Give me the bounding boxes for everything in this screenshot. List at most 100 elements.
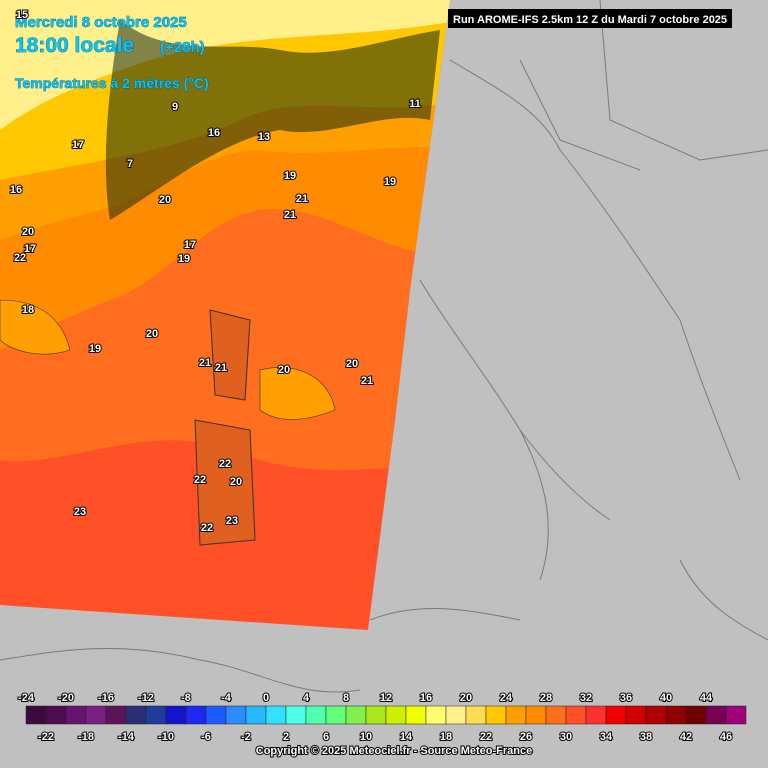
legend-swatch [625,705,647,725]
legend-swatch [45,705,67,725]
legend-tick-label: 20 [460,692,472,704]
legend-swatch [285,705,307,725]
legend-tick-label: -24 [18,692,35,704]
legend-tick-label: 32 [580,692,592,704]
lead: (+28h) [160,39,205,56]
legend-swatch [445,705,467,725]
contour-label: 22 [194,474,206,486]
legend-tick-label: -18 [78,731,94,743]
legend-tick-label: 12 [380,692,392,704]
contour-label: 20 [230,476,242,488]
legend-swatch [205,705,227,725]
legend-tick-label: 36 [620,692,632,704]
contour-label: 11 [409,98,421,110]
legend-swatch [325,705,347,725]
legend-tick-label: -22 [38,731,54,743]
legend-swatch [725,705,747,725]
legend-tick-label: 42 [680,731,692,743]
contour-label: 19 [89,343,101,355]
legend-swatch [465,705,487,725]
legend-swatch [65,705,87,725]
contour-label: 17 [24,243,36,255]
contour-label: 21 [284,209,296,221]
borders [0,0,768,693]
legend-swatch [125,705,147,725]
legend-swatch [705,705,727,725]
legend-swatch [525,705,547,725]
legend-tick-label: 28 [540,692,552,704]
legend-swatch [545,705,567,725]
contour-label: 20 [159,194,171,206]
contour-label: 19 [284,170,296,182]
contour-label: 16 [208,127,220,139]
contour-label: 17 [72,139,84,151]
contour-label: 7 [127,158,133,170]
contour-label: 20 [278,364,290,376]
contour-label: 21 [361,375,373,387]
contour-label: 9 [172,101,178,113]
legend-swatch [405,705,427,725]
legend-tick-label: 26 [520,731,532,743]
legend-swatch [425,705,447,725]
run-info: Run AROME-IFS 2.5km 12 Z du Mardi 7 octo… [453,14,727,26]
legend-tick-label: 38 [640,731,652,743]
legend-tick-label: 2 [283,731,289,743]
legend-tick-label: 44 [700,692,713,704]
legend-tick-label: 16 [420,692,432,704]
legend-tick-label: -14 [118,731,135,743]
contour-label: 17 [184,239,196,251]
legend-swatch [585,705,607,725]
legend-tick-label: 6 [323,731,329,743]
legend-swatch [265,705,287,725]
copyright: Copyright © 2025 Meteociel.fr - Source M… [256,745,532,757]
legend-tick-label: 22 [480,731,492,743]
legend-tick-label: -6 [201,731,211,743]
legend-tick-label: -4 [221,692,232,704]
legend-swatch [605,705,627,725]
legend-tick-label: 14 [400,731,413,743]
legend-swatch [245,705,267,725]
run-box [448,9,732,28]
legend-tick-label: 10 [360,731,372,743]
legend-swatch [225,705,247,725]
contour-label: 20 [146,328,158,340]
contour-label: 20 [346,358,358,370]
contour-label: 23 [226,515,238,527]
contour-label: 21 [215,362,227,374]
contour-label: 15 [16,9,28,21]
legend-tick-label: -2 [241,731,251,743]
legend-tick-label: 40 [660,692,672,704]
field: Températures à 2 mètres (°C) [15,75,209,91]
legend-swatch [685,705,707,725]
legend-swatch [645,705,667,725]
legend-tick-label: 34 [600,731,613,743]
contour-label: 23 [74,506,86,518]
legend-tick-label: -16 [98,692,114,704]
legend-swatch [345,705,367,725]
temperature-field [0,0,450,630]
legend-tick-label: 30 [560,731,572,743]
legend-tick-label: 24 [500,692,513,704]
date: Mercredi 8 octobre 2025 [15,14,187,31]
legend-tick-label: 8 [343,692,349,704]
legend-tick-label: -12 [138,692,154,704]
contour-label: 21 [199,357,211,369]
legend-tick-label: 4 [303,692,310,704]
contour-label: 19 [384,176,396,188]
legend-swatch [145,705,167,725]
contour-label: 22 [219,458,231,470]
contour-label: 22 [14,252,26,264]
legend-tick-label: -10 [158,731,174,743]
contour-label: 20 [22,226,34,238]
time: 18:00 locale [15,34,134,57]
contour-label: 22 [201,522,213,534]
legend-tick-label: -8 [181,692,191,704]
legend-swatch [105,705,127,725]
legend-tick-label: 0 [263,692,269,704]
contour-label: 13 [258,131,270,143]
legend-swatch [185,705,207,725]
legend-swatch [565,705,587,725]
contour-label: 18 [22,304,34,316]
contour-label: 19 [178,253,190,265]
